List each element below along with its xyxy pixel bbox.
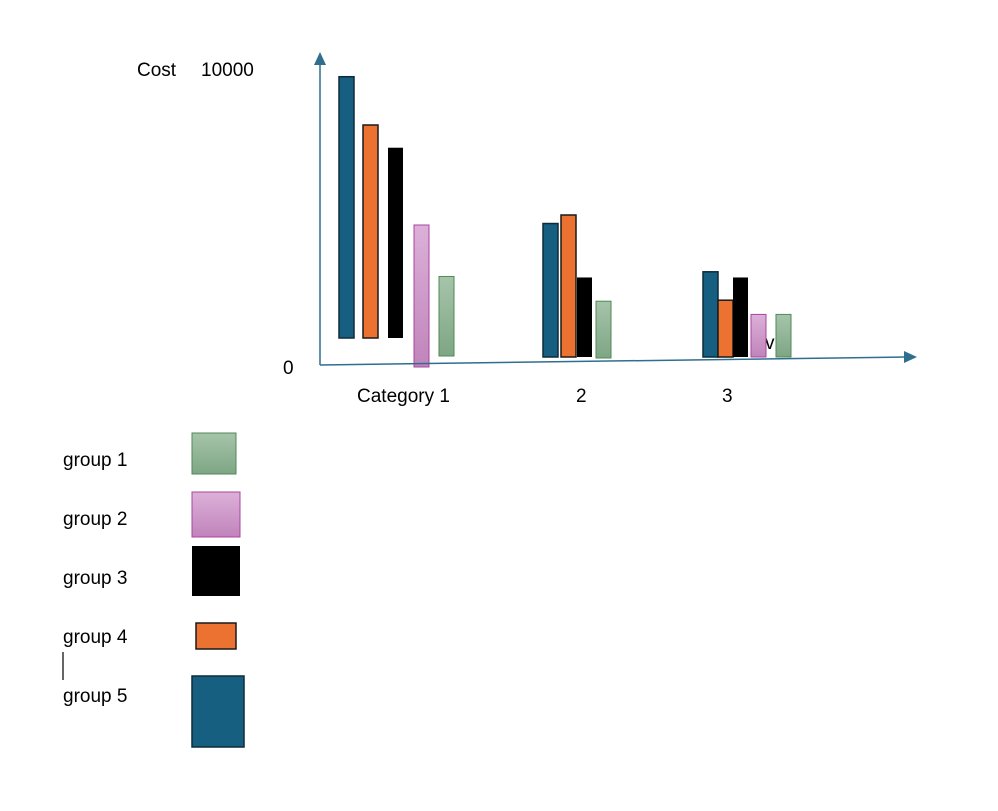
legend-swatch-group-3 bbox=[192, 546, 240, 596]
bar-group-4-category-2 bbox=[560, 214, 577, 358]
bar-group-5-category-3 bbox=[702, 271, 719, 358]
bars bbox=[338, 75, 792, 368]
x-tick-label-category-1: Category 1 bbox=[357, 386, 450, 407]
bar-group-5-category-1 bbox=[338, 75, 355, 339]
y-tick-label-max: 10000 bbox=[201, 60, 254, 81]
bar-group-3-category-2 bbox=[577, 277, 592, 357]
y-axis-label: Cost bbox=[137, 60, 177, 81]
bar-group-1-category-3 bbox=[775, 313, 792, 358]
legend-label-group-3: group 3 bbox=[63, 568, 127, 589]
bar-group-4-category-1 bbox=[362, 124, 379, 339]
y-axis-arrow-icon bbox=[314, 52, 326, 65]
legend-swatch-group-5 bbox=[191, 675, 245, 748]
legend-label-group-5: group 5 bbox=[63, 686, 127, 707]
bar-group-1-category-2 bbox=[595, 300, 612, 359]
bar-group-1-category-1 bbox=[438, 275, 455, 357]
x-axis-arrow-icon bbox=[904, 351, 917, 363]
bar-group-4-category-3 bbox=[717, 299, 734, 358]
x-tick-label-category-3: 3 bbox=[722, 386, 733, 407]
legend-label-group-1: group 1 bbox=[63, 450, 127, 471]
annotation-v: v bbox=[765, 333, 775, 354]
y-tick-label-min: 0 bbox=[283, 358, 294, 379]
legend-swatch-group-2 bbox=[191, 491, 241, 538]
legend-swatch-group-4 bbox=[195, 622, 237, 650]
x-axis bbox=[319, 351, 917, 366]
legend-label-group-2: group 2 bbox=[63, 509, 127, 530]
x-tick-label-category-2: 2 bbox=[576, 386, 587, 407]
legend-swatch-group-1 bbox=[191, 432, 237, 475]
bar-group-5-category-2 bbox=[542, 222, 559, 358]
legend: group 1 group 2 group 3 group 4 group 5 bbox=[62, 432, 245, 748]
bar-group-3-category-1 bbox=[388, 147, 403, 338]
bar-group-2-category-3 bbox=[750, 313, 767, 358]
bar-group-3-category-3 bbox=[733, 277, 748, 357]
bar-group-2-category-1 bbox=[413, 224, 430, 368]
legend-label-group-4: group 4 bbox=[63, 627, 128, 648]
y-axis bbox=[314, 52, 326, 365]
